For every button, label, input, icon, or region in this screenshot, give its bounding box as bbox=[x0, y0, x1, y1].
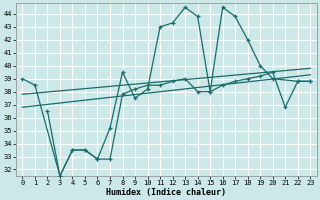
X-axis label: Humidex (Indice chaleur): Humidex (Indice chaleur) bbox=[106, 188, 226, 197]
